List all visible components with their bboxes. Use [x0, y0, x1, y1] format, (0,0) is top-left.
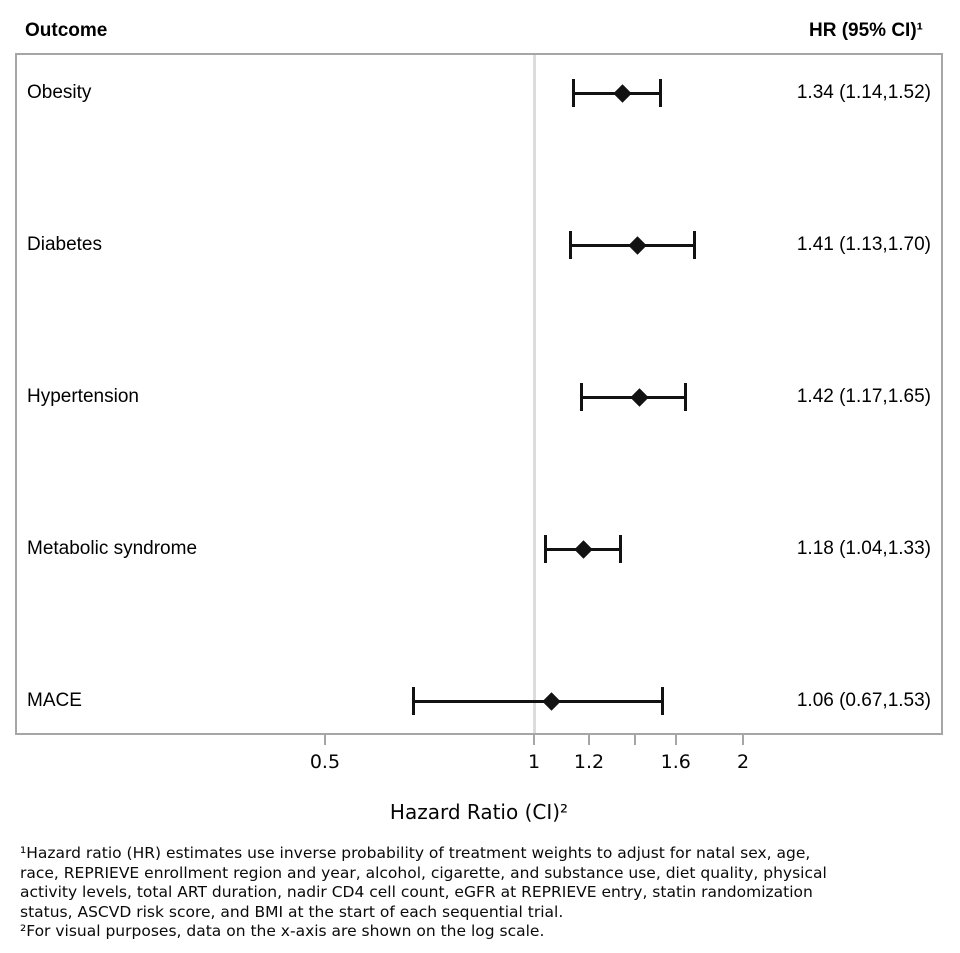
hr-point-diamond [542, 691, 561, 711]
hr-point-diamond [630, 387, 649, 407]
x-tick-label: 0.5 [309, 751, 341, 773]
footnotes: ¹Hazard ratio (HR) estimates use inverse… [20, 844, 950, 942]
x-tick-mark [587, 735, 590, 745]
outcome-label: Hypertension [27, 386, 139, 407]
footnote-line: ²For visual purposes, data on the x-axis… [20, 922, 545, 941]
ci-cap-high [658, 79, 662, 107]
x-tick-mark [323, 735, 326, 745]
outcome-label: MACE [27, 690, 82, 711]
x-tick-label: 2 [737, 751, 750, 773]
hr-value: 1.42 (1.17,1.65) [796, 386, 931, 407]
ci-cap-high [683, 383, 687, 411]
ci-cap-low [579, 383, 583, 411]
x-tick-label: 1.2 [573, 751, 605, 773]
hr-value: 1.34 (1.14,1.52) [796, 82, 931, 103]
ci-cap-high [618, 535, 622, 563]
hr-point-diamond [574, 539, 594, 559]
x-tick-label: 1.6 [660, 751, 691, 773]
outcome-label: Diabetes [27, 234, 102, 255]
x-tick-mark [742, 735, 745, 745]
x-tick-mark [674, 735, 677, 745]
footnote-line: race, REPRIEVE enrollment region and yea… [20, 863, 827, 882]
reference-line-hr1 [532, 55, 536, 733]
plot-area: Obesity 1.34 (1.14,1.52) Diabetes 1.41 (1.1… [15, 53, 943, 735]
hr-value: 1.06 (0.67,1.53) [796, 690, 931, 711]
hr-value: 1.41 (1.13,1.70) [796, 234, 931, 255]
footnote-line: activity levels, total ART duration, nad… [20, 883, 813, 902]
x-axis-title: Hazard Ratio (CI)² [389, 800, 569, 824]
ci-cap-high [660, 687, 664, 715]
footnote-line: ¹Hazard ratio (HR) estimates use inverse… [20, 844, 811, 862]
hr-point-diamond [613, 83, 632, 103]
ci-cap-low [569, 231, 573, 259]
x-axis: 0.5 1 1.2 1.6 2 [0, 735, 960, 795]
ci-cap-low [572, 79, 576, 107]
hr-point-diamond [628, 235, 647, 255]
x-tick-label: 1 [527, 751, 541, 773]
outcome-label: Obesity [27, 82, 92, 103]
hr-value: 1.18 (1.04,1.33) [796, 538, 931, 559]
ci-cap-low [411, 687, 415, 715]
outcome-label: Metabolic syndrome [27, 538, 198, 559]
column-header-outcome: Outcome [25, 20, 108, 41]
footnote-line: status, ASCVD risk score, and BMI at the… [20, 902, 564, 921]
x-tick-mark [533, 735, 535, 745]
ci-cap-low [544, 535, 548, 563]
column-header-hr-ci: HR (95% CI)¹ [808, 20, 923, 41]
ci-bar [413, 699, 663, 703]
ci-cap-high [692, 231, 696, 259]
x-tick-mark [634, 735, 637, 745]
